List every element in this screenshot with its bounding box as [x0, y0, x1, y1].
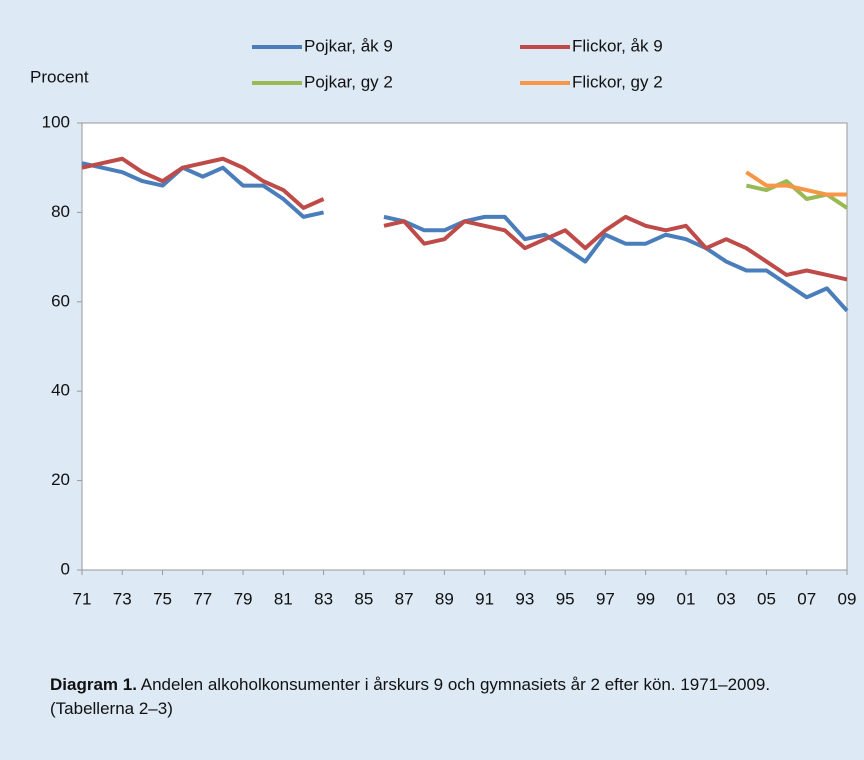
y-tick-label: 80 [51, 202, 70, 221]
legend-label: Flickor, gy 2 [572, 72, 663, 91]
y-tick-label: 60 [51, 291, 70, 310]
y-tick-label: 40 [51, 381, 70, 400]
x-tick-label: 95 [556, 589, 575, 608]
y-tick-label: 20 [51, 470, 70, 489]
chart: Procent 0 20 40 60 80 100 71 73 75 77 79 81 83 85 87 89… [30, 36, 857, 608]
x-tick-label: 79 [234, 589, 253, 608]
caption-label: Diagram 1. [50, 675, 137, 694]
series-line [745, 170, 847, 197]
caption-text: Andelen alkoholkonsumenter i årskurs 9 o… [50, 675, 771, 718]
x-tick-label: 97 [596, 589, 615, 608]
y-axis-label: Procent [30, 67, 89, 86]
x-tick-label: 09 [838, 589, 857, 608]
x-tick-label: 77 [193, 589, 212, 608]
x-tick-label: 75 [153, 589, 172, 608]
x-tick-label: 07 [797, 589, 816, 608]
y-tick-label: 0 [61, 559, 70, 578]
x-tick-label: 91 [475, 589, 494, 608]
caption: Diagram 1. Andelen alkoholkonsumenter i … [50, 673, 840, 721]
legend-label: Pojkar, åk 9 [304, 36, 393, 55]
legend-label: Pojkar, gy 2 [304, 72, 393, 91]
x-tick-label: 89 [435, 589, 454, 608]
y-tick-label: 100 [42, 112, 70, 131]
x-tick-label: 83 [314, 589, 333, 608]
x-tick-label: 81 [274, 589, 293, 608]
x-tick-label: 87 [395, 589, 414, 608]
x-tick-label: 93 [515, 589, 534, 608]
x-tick-label: 85 [354, 589, 373, 608]
legend-label: Flickor, åk 9 [572, 36, 663, 55]
x-tick-label: 73 [113, 589, 132, 608]
x-tick-label: 03 [717, 589, 736, 608]
x-tick-label: 05 [757, 589, 776, 608]
series-line [81, 156, 848, 282]
x-tick-label: 99 [636, 589, 655, 608]
x-tick-label: 01 [676, 589, 695, 608]
x-tick-label: 71 [73, 589, 92, 608]
plot-area [81, 122, 848, 571]
series-line [745, 179, 849, 210]
